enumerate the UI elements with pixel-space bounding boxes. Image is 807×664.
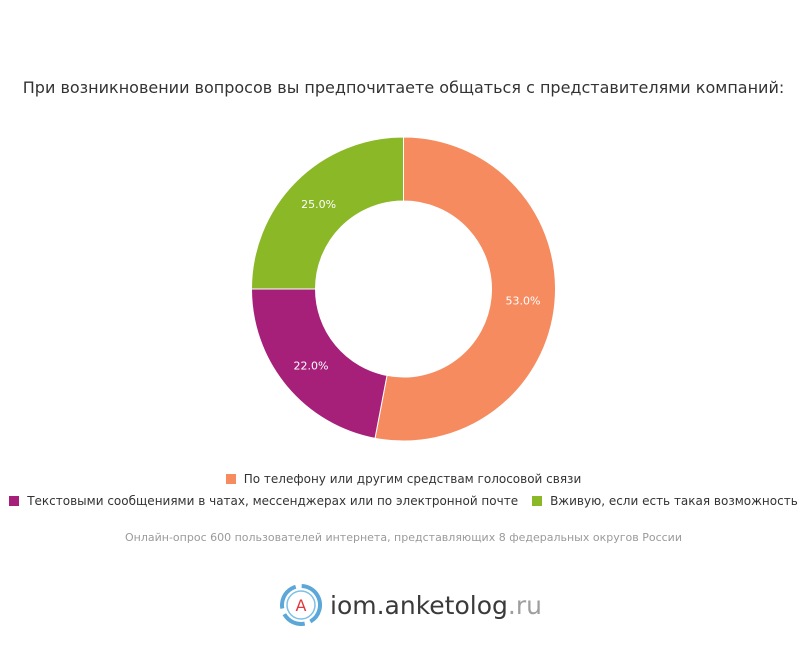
legend-row: Текстовыми сообщениями в чатах, мессендж… [0, 494, 807, 508]
slice-label-text-messages: 22.0% [294, 359, 329, 372]
slice-text-messages[interactable] [250, 288, 388, 439]
legend-item-phone[interactable]: По телефону или другим средствам голосов… [225, 472, 582, 486]
legend-label: Текстовыми сообщениями в чатах, мессендж… [27, 494, 519, 508]
logo-letter: A [296, 596, 307, 615]
slice-label-in-person: 25.0% [301, 198, 336, 211]
brand-tld: .ru [507, 590, 542, 620]
legend-row: По телефону или другим средствам голосов… [0, 472, 807, 486]
legend-label: По телефону или другим средствам голосов… [243, 472, 582, 486]
legend-item-text[interactable]: Текстовыми сообщениями в чатах, мессендж… [9, 494, 518, 508]
chart-title: При возникновении вопросов вы предпочита… [22, 78, 785, 97]
donut-chart: 53.0% 22.0% 25.0% [250, 136, 556, 442]
survey-footnote: Онлайн-опрос 600 пользователей интернета… [125, 531, 682, 544]
slice-in-person[interactable] [250, 136, 404, 290]
legend-swatch [225, 474, 236, 484]
brand-name: iom.anketolog.ru [330, 591, 542, 620]
slice-label-phone: 53.0% [505, 294, 540, 307]
legend-swatch [9, 496, 20, 506]
brand-logo[interactable]: A iom.anketolog.ru [280, 584, 542, 626]
brand-domain: iom.anketolog [330, 590, 508, 620]
legend-label: Вживую, если есть такая возможность [550, 494, 798, 508]
legend-item-in-person[interactable]: Вживую, если есть такая возможность [532, 494, 798, 508]
slice-phone[interactable] [374, 136, 556, 442]
legend-swatch [532, 496, 543, 506]
anketolog-logo-icon: A [280, 584, 322, 626]
